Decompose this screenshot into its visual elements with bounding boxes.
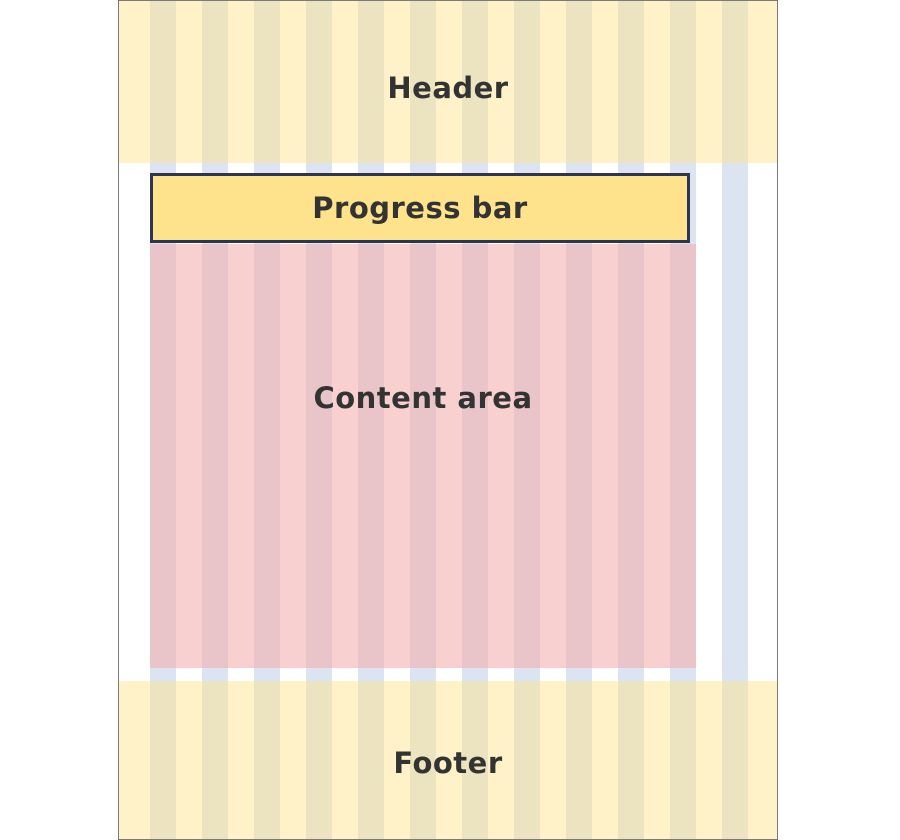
grid-column xyxy=(722,1,748,839)
progress-bar-region: Progress bar xyxy=(150,173,690,243)
content-area-region xyxy=(150,244,696,668)
progress-bar-label: Progress bar xyxy=(312,191,528,225)
footer-label: Footer xyxy=(393,746,503,780)
footer-region xyxy=(119,681,777,839)
layout-frame: Header Content area Progress bar Footer xyxy=(118,0,778,840)
header-label: Header xyxy=(387,71,509,105)
header-region xyxy=(119,1,777,163)
content-area-label: Content area xyxy=(313,381,533,415)
